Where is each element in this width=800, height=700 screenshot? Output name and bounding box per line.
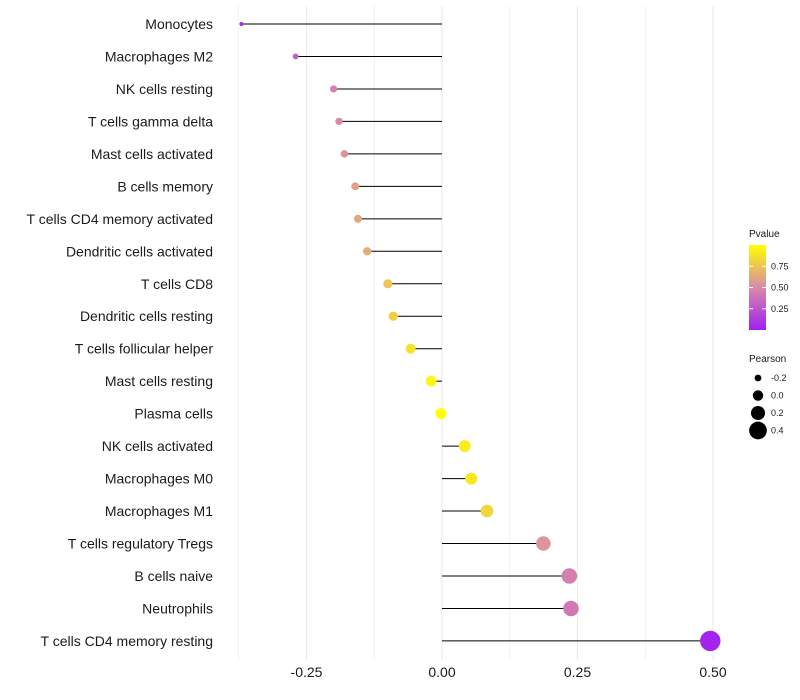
category-label: Macrophages M2 <box>105 48 213 64</box>
x-axis-tick-labels: -0.25 0.00 0.25 0.50 <box>291 664 727 680</box>
pearson-legend: Pearson -0.2 0.0 0.2 0.4 <box>749 354 787 440</box>
gridlines <box>238 6 714 660</box>
pearson-size-label: 0.4 <box>771 426 784 436</box>
category-label: Monocytes <box>145 16 213 32</box>
point-8 <box>383 279 393 289</box>
point-13 <box>458 440 471 453</box>
point-2 <box>330 85 338 93</box>
category-label: Macrophages M0 <box>105 471 213 487</box>
point-12 <box>435 408 447 420</box>
point-3 <box>335 117 343 126</box>
category-label: B cells naive <box>134 568 213 584</box>
category-label: Dendritic cells resting <box>80 308 213 324</box>
category-label: T cells regulatory Tregs <box>68 536 213 552</box>
point-15 <box>480 504 494 518</box>
category-label: Macrophages M1 <box>105 503 213 519</box>
pvalue-legend: Pvalue 0.25 0.50 0.75 <box>749 229 789 330</box>
pearson-size-label: 0.2 <box>771 408 784 418</box>
category-label: T cells follicular helper <box>75 341 214 357</box>
category-label: Plasma cells <box>134 406 213 422</box>
point-4 <box>340 150 349 158</box>
category-label: T cells CD4 memory resting <box>41 633 213 649</box>
point-11 <box>425 375 437 387</box>
point-1 <box>292 53 299 60</box>
category-label: T cells CD4 memory activated <box>27 211 213 227</box>
pearson-size-label: -0.2 <box>771 373 787 383</box>
point-16 <box>536 536 551 551</box>
pvalue-tick-label: 0.50 <box>771 283 789 293</box>
point-7 <box>363 247 372 256</box>
pearson-size-swatch <box>752 390 764 401</box>
category-labels: Monocytes Macrophages M2 NK cells resting T… <box>27 16 214 649</box>
x-tick-label: -0.25 <box>291 664 323 680</box>
pearson-size-swatch <box>749 421 767 440</box>
category-label: T cells gamma delta <box>88 113 213 129</box>
point-10 <box>405 343 416 354</box>
pvalue-colorbar <box>749 245 766 330</box>
lollipop-stems <box>241 23 711 642</box>
point-14 <box>465 472 478 485</box>
point-17 <box>561 568 578 584</box>
pearson-legend-title: Pearson <box>749 354 786 365</box>
category-label: Neutrophils <box>142 600 213 616</box>
category-label: B cells memory <box>117 178 213 194</box>
pvalue-tick-label: 0.75 <box>771 261 789 271</box>
category-label: Mast cells resting <box>105 373 213 389</box>
category-label: Mast cells activated <box>91 146 213 162</box>
category-label: NK cells resting <box>116 81 213 97</box>
x-tick-label: 0.50 <box>699 664 726 680</box>
pearson-size-swatch <box>750 405 766 421</box>
point-18 <box>563 600 579 617</box>
pvalue-legend-title: Pvalue <box>749 229 780 240</box>
category-label: NK cells activated <box>102 438 213 454</box>
pearson-size-label: 0.0 <box>771 391 784 401</box>
point-9 <box>388 311 398 321</box>
point-5 <box>351 182 360 191</box>
pearson-size-swatch <box>754 374 762 382</box>
pvalue-tick-label: 0.25 <box>771 304 789 314</box>
x-tick-label: 0.25 <box>564 664 591 680</box>
category-label: T cells CD8 <box>141 276 213 292</box>
point-19 <box>700 630 721 652</box>
x-tick-label: 0.00 <box>428 664 455 680</box>
point-0 <box>239 22 244 26</box>
category-label: Dendritic cells activated <box>66 243 213 259</box>
point-6 <box>353 214 363 223</box>
lollipop-points <box>239 22 721 652</box>
